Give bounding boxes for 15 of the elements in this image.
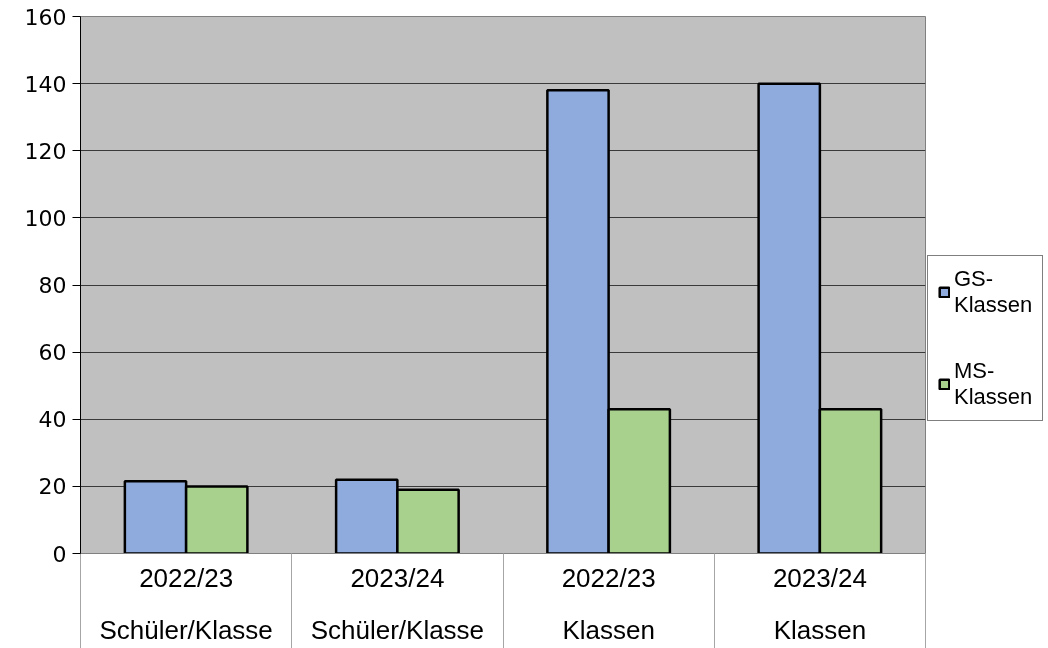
- legend-label: MS-Klassen: [954, 358, 1033, 410]
- y-tick-label: 120: [24, 138, 67, 164]
- y-tick-label: 100: [24, 205, 67, 231]
- x-tick-label: 2023/24 Klassen: [772, 562, 867, 645]
- y-tick-label: 20: [38, 474, 67, 500]
- y-tick-label: 60: [38, 340, 67, 366]
- x-tick-label: 2023/24 Schüler/Klasse: [310, 562, 485, 645]
- y-tick-label: 80: [38, 273, 67, 298]
- x-tick-label: 2022/23 Klassen: [561, 562, 656, 645]
- y-tick-label: 40: [38, 407, 67, 433]
- legend-label: GS-Klassen: [954, 266, 1033, 318]
- y-tick-label: 140: [24, 71, 67, 97]
- x-tick-label: 2022/23 Schüler/Klasse: [99, 562, 273, 645]
- y-tick-label: 160: [24, 4, 67, 30]
- y-tick-label: 0: [52, 541, 67, 567]
